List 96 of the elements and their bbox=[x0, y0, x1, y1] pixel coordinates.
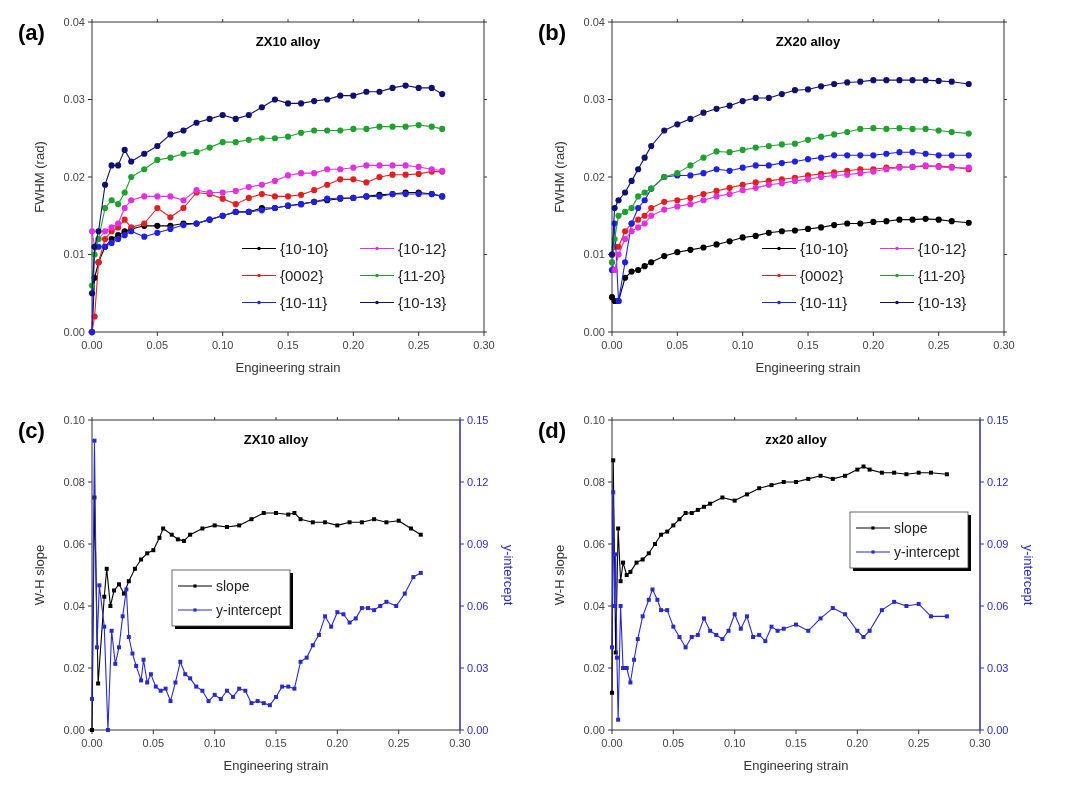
y-tick-label: 0.02 bbox=[63, 661, 85, 674]
legend-label: {0002} bbox=[280, 266, 324, 284]
legend-label: {11-20} bbox=[398, 266, 446, 284]
legend-label: {10-12} bbox=[398, 239, 447, 257]
y2-tick-label: 0.03 bbox=[987, 661, 1009, 674]
legend-label: {11-20} bbox=[918, 266, 966, 284]
y-tick-label: 0.01 bbox=[63, 248, 85, 261]
y-axis-title: W-H slope bbox=[552, 544, 567, 606]
text: (c) bbox=[18, 418, 45, 443]
y2-tick-label: 0.12 bbox=[467, 475, 489, 488]
y-tick-label: 0.04 bbox=[583, 599, 605, 612]
x-axis-title: Engineering strain bbox=[223, 758, 329, 773]
x-tick-label: 0.15 bbox=[265, 737, 287, 749]
text: (b) bbox=[538, 20, 567, 45]
text: (d) bbox=[538, 418, 567, 443]
x-tick-label: 0.05 bbox=[146, 339, 169, 351]
y2-tick-label: 0.15 bbox=[987, 413, 1009, 426]
x-tick-label: 0.15 bbox=[277, 339, 299, 351]
y-tick-label: 0.02 bbox=[583, 661, 605, 674]
legend-label: y-intercept bbox=[216, 601, 282, 618]
x-tick-label: 0.15 bbox=[797, 339, 819, 351]
text: (a) bbox=[18, 20, 45, 45]
y-tick-label: 0.00 bbox=[63, 723, 85, 736]
y2-tick-label: 0.03 bbox=[467, 661, 489, 674]
y2-tick-label: 0.00 bbox=[467, 723, 489, 736]
x-tick-label: 0.30 bbox=[993, 339, 1015, 351]
x-tick-label: 0.00 bbox=[81, 737, 103, 749]
y-tick-label: 0.10 bbox=[63, 413, 85, 426]
x-tick-label: 0.10 bbox=[211, 339, 234, 351]
x-tick-label: 0.25 bbox=[387, 737, 410, 749]
x-tick-label: 0.05 bbox=[142, 737, 165, 749]
x-tick-label: 0.20 bbox=[326, 737, 349, 749]
x-tick-label: 0.10 bbox=[203, 737, 226, 749]
legend-label: {10-13} bbox=[398, 293, 447, 311]
x-tick-label: 0.10 bbox=[723, 737, 746, 749]
legend-label: slope bbox=[216, 577, 250, 594]
x-tick-label: 0.25 bbox=[907, 737, 930, 749]
x-tick-label: 0.05 bbox=[662, 737, 685, 749]
legend-label: {10-11} bbox=[800, 293, 848, 311]
y2-tick-label: 0.09 bbox=[987, 537, 1009, 550]
text: ZX10 alloy bbox=[243, 432, 309, 447]
y2-tick-label: 0.12 bbox=[987, 475, 1009, 488]
x-tick-label: 0.30 bbox=[449, 737, 471, 749]
y-tick-label: 0.02 bbox=[63, 170, 85, 183]
x-tick-label: 0.00 bbox=[601, 339, 623, 351]
y2-tick-label: 0.06 bbox=[467, 599, 489, 612]
y-tick-label: 0.10 bbox=[583, 413, 605, 426]
x-tick-label: 0.20 bbox=[342, 339, 365, 351]
y-tick-label: 0.04 bbox=[63, 15, 85, 28]
y-axis-title: W-H slope bbox=[32, 544, 47, 606]
y2-tick-label: 0.06 bbox=[987, 599, 1009, 612]
x-tick-label: 0.25 bbox=[927, 339, 950, 351]
x-axis-title: Engineering strain bbox=[743, 758, 849, 773]
legend-label: {0002} bbox=[800, 266, 844, 284]
x-axis-title: Engineering strain bbox=[755, 360, 861, 375]
y-tick-label: 0.00 bbox=[63, 325, 85, 338]
y-tick-label: 0.02 bbox=[583, 170, 605, 183]
legend-label: {10-11} bbox=[280, 293, 328, 311]
x-tick-label: 0.15 bbox=[785, 737, 807, 749]
x-tick-label: 0.00 bbox=[601, 737, 623, 749]
y-tick-label: 0.01 bbox=[583, 248, 605, 261]
x-tick-label: 0.30 bbox=[969, 737, 991, 749]
legend-label: {10-10} bbox=[280, 239, 329, 257]
y-axis-title: FWHM (rad) bbox=[552, 141, 567, 213]
y-axis-title: FWHM (rad) bbox=[32, 141, 47, 213]
text: ZX20 alloy bbox=[775, 34, 841, 49]
y-tick-label: 0.04 bbox=[63, 599, 85, 612]
text: zx20 alloy bbox=[765, 432, 828, 447]
y-tick-label: 0.06 bbox=[63, 537, 85, 550]
x-tick-label: 0.00 bbox=[81, 339, 103, 351]
y-tick-label: 0.03 bbox=[583, 93, 605, 106]
y2-axis-title: y-intercept bbox=[501, 544, 516, 606]
y-tick-label: 0.00 bbox=[583, 723, 605, 736]
y-tick-label: 0.08 bbox=[583, 475, 605, 488]
legend-label: y-intercept bbox=[894, 543, 960, 560]
y-tick-label: 0.06 bbox=[583, 537, 605, 550]
x-tick-label: 0.20 bbox=[862, 339, 885, 351]
x-tick-label: 0.30 bbox=[473, 339, 495, 351]
x-tick-label: 0.10 bbox=[731, 339, 754, 351]
y2-axis-title: y-intercept bbox=[1021, 544, 1036, 606]
y2-tick-label: 0.09 bbox=[467, 537, 489, 550]
x-tick-label: 0.25 bbox=[407, 339, 430, 351]
y-tick-label: 0.03 bbox=[63, 93, 85, 106]
legend-label: {10-10} bbox=[800, 239, 849, 257]
y-tick-label: 0.08 bbox=[63, 475, 85, 488]
legend-label: {10-12} bbox=[918, 239, 967, 257]
y2-tick-label: 0.15 bbox=[467, 413, 489, 426]
y-tick-label: 0.00 bbox=[583, 325, 605, 338]
legend-label: slope bbox=[894, 519, 928, 536]
x-tick-label: 0.05 bbox=[666, 339, 689, 351]
x-axis-title: Engineering strain bbox=[235, 360, 341, 375]
y2-tick-label: 0.00 bbox=[987, 723, 1009, 736]
legend-label: {10-13} bbox=[918, 293, 967, 311]
text: ZX10 alloy bbox=[255, 34, 321, 49]
x-tick-label: 0.20 bbox=[846, 737, 869, 749]
y-tick-label: 0.04 bbox=[583, 15, 605, 28]
